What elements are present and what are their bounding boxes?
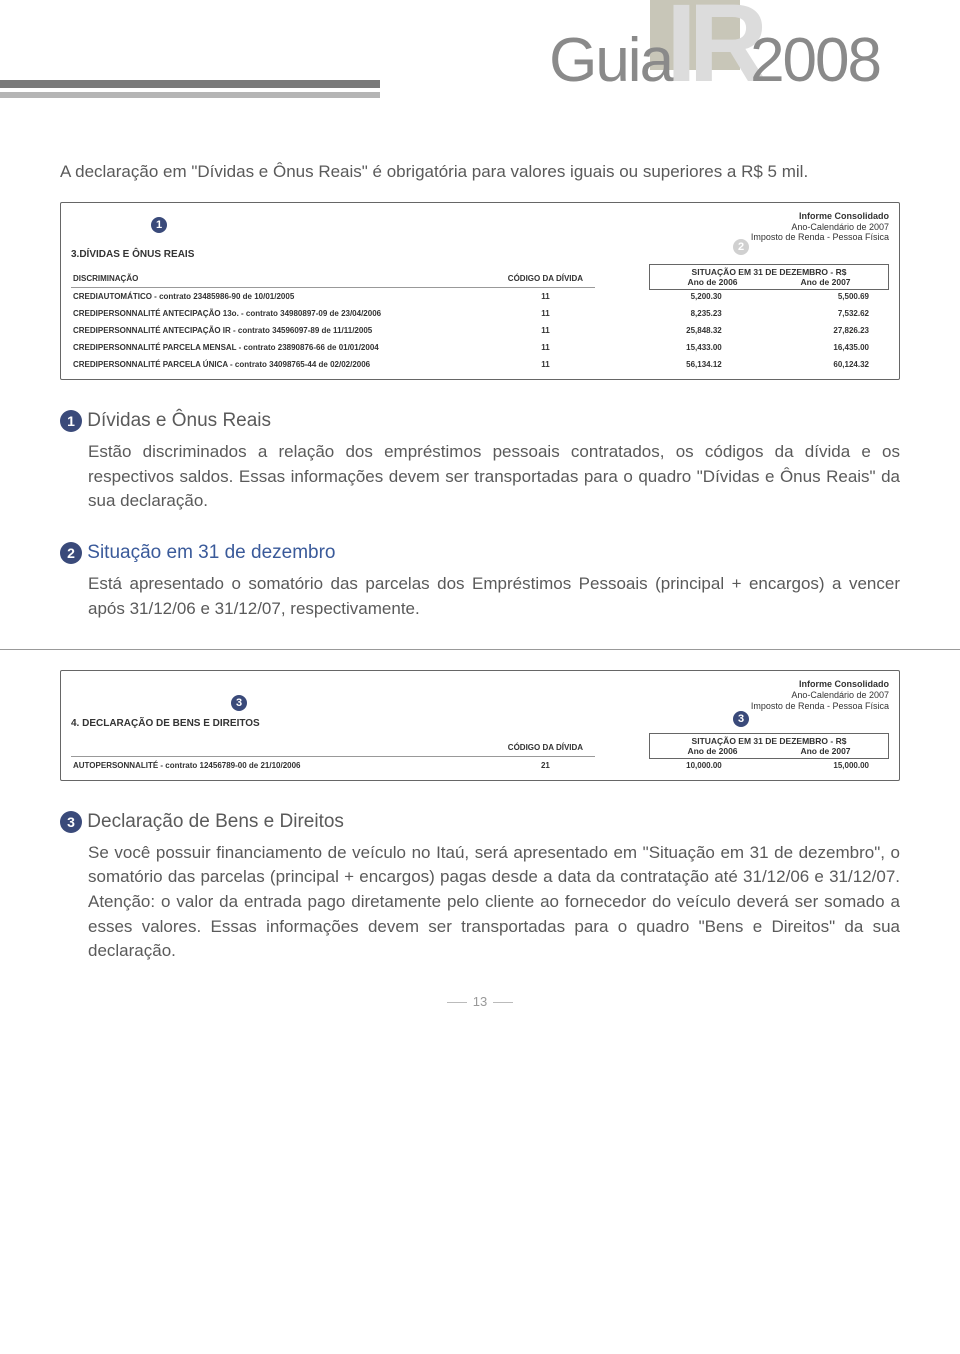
sit-title: SITUAÇÃO EM 31 DE DEZEMBRO - R$	[656, 267, 882, 277]
header-bars	[0, 80, 380, 98]
item1-title: Dívidas e Ônus Reais	[87, 410, 271, 431]
cell-cod: 21	[496, 756, 594, 774]
cell-v2: 7,532.62	[742, 305, 889, 322]
cell-v2: 16,435.00	[742, 339, 889, 356]
th-discriminacao: DISCRIMINAÇÃO	[71, 270, 496, 288]
page-header: Guia IR 2008	[0, 0, 960, 140]
report2-section-title: 4. DECLARAÇÃO DE BENS E DIREITOS	[71, 718, 889, 729]
report-section-title: 3.DÍVIDAS E ÔNUS REAIS	[71, 249, 889, 260]
sit2-ano-2006: Ano de 2006	[687, 746, 737, 756]
title-guia: Guia	[549, 25, 672, 96]
section-item-2: 2 Situação em 31 de dezembro Está aprese…	[60, 542, 900, 621]
cell-v2: 5,500.69	[742, 288, 889, 306]
page-number: 13	[60, 994, 900, 1029]
cell-cod: 11	[496, 322, 594, 339]
intro-text: A declaração em "Dívidas e Ônus Reais" é…	[60, 160, 900, 184]
cell-disc: AUTOPERSONNALITÉ - contrato 12456789-00 …	[71, 756, 496, 774]
sit-ano-2006: Ano de 2006	[687, 277, 737, 287]
cell-cod: 11	[496, 288, 594, 306]
cell-v2: 15,000.00	[742, 756, 889, 774]
cell-v2: 27,826.23	[742, 322, 889, 339]
item3-title: Declaração de Bens e Direitos	[87, 811, 344, 832]
sit-ano-2007: Ano de 2007	[800, 277, 850, 287]
divider	[0, 649, 960, 650]
sit2-ano-2007: Ano de 2007	[800, 746, 850, 756]
cell-disc: CREDIPERSONNALITÉ PARCELA MENSAL - contr…	[71, 339, 496, 356]
section-item-1: 1 Dívidas e Ônus Reais Estão discriminad…	[60, 410, 900, 514]
cell-v1: 8,235.23	[595, 305, 742, 322]
title-ir: IR	[666, 0, 760, 88]
badge-3: 3	[60, 811, 82, 833]
table-row: CREDIPERSONNALITÉ PARCELA MENSAL - contr…	[71, 339, 889, 356]
rh2-imposto: Imposto de Renda - Pessoa Física	[71, 701, 889, 712]
th-codigo: CÓDIGO DA DÍVIDA	[496, 270, 594, 288]
badge-1: 1	[60, 410, 82, 432]
rh-calendario: Ano-Calendário de 2007	[71, 222, 889, 233]
table-row: CREDIAUTOMÁTICO - contrato 23485986-90 d…	[71, 288, 889, 306]
report-header: Informe Consolidado Ano-Calendário de 20…	[71, 211, 889, 243]
title-block: Guia IR 2008	[549, 0, 880, 96]
cell-disc: CREDIAUTOMÁTICO - contrato 23485986-90 d…	[71, 288, 496, 306]
cell-v1: 15,433.00	[595, 339, 742, 356]
item2-title: Situação em 31 de dezembro	[87, 542, 335, 563]
table-row: CREDIPERSONNALITÉ ANTECIPAÇÃO 13o. - con…	[71, 305, 889, 322]
report2-header: Informe Consolidado Ano-Calendário de 20…	[71, 679, 889, 711]
item3-body: Se você possuir financiamento de veículo…	[60, 841, 900, 964]
th2-codigo: CÓDIGO DA DÍVIDA	[496, 739, 594, 757]
callout-badge-2: 2	[733, 239, 749, 255]
table-row: AUTOPERSONNALITÉ - contrato 12456789-00 …	[71, 756, 889, 774]
cell-disc: CREDIPERSONNALITÉ ANTECIPAÇÃO IR - contr…	[71, 322, 496, 339]
situacao-box: SITUAÇÃO EM 31 DE DEZEMBRO - R$ Ano de 2…	[649, 264, 889, 290]
rh2-calendario: Ano-Calendário de 2007	[71, 690, 889, 701]
sit2-title: SITUAÇÃO EM 31 DE DEZEMBRO - R$	[656, 736, 882, 746]
badge-2: 2	[60, 542, 82, 564]
cell-v1: 56,134.12	[595, 356, 742, 373]
cell-disc: CREDIPERSONNALITÉ PARCELA ÚNICA - contra…	[71, 356, 496, 373]
callout-badge-1: 1	[151, 217, 167, 233]
cell-v1: 10,000.00	[595, 756, 742, 774]
situacao-box-2: SITUAÇÃO EM 31 DE DEZEMBRO - R$ Ano de 2…	[649, 733, 889, 759]
cell-v2: 60,124.32	[742, 356, 889, 373]
cell-cod: 11	[496, 356, 594, 373]
cell-v1: 5,200.30	[595, 288, 742, 306]
section-item-3: 3 Declaração de Bens e Direitos Se você …	[60, 811, 900, 964]
cell-v1: 25,848.32	[595, 322, 742, 339]
item1-body: Estão discriminados a relação dos emprés…	[60, 440, 900, 514]
rh2-consolidado: Informe Consolidado	[71, 679, 889, 690]
title-year: 2008	[750, 25, 880, 96]
report-box-bens: 3 3 Informe Consolidado Ano-Calendário d…	[60, 670, 900, 780]
item2-body: Está apresentado o somatório das parcela…	[60, 572, 900, 621]
rh-consolidado: Informe Consolidado	[71, 211, 889, 222]
cell-cod: 11	[496, 305, 594, 322]
cell-disc: CREDIPERSONNALITÉ ANTECIPAÇÃO 13o. - con…	[71, 305, 496, 322]
table-row: CREDIPERSONNALITÉ PARCELA ÚNICA - contra…	[71, 356, 889, 373]
rh-imposto: Imposto de Renda - Pessoa Física	[71, 232, 889, 243]
cell-cod: 11	[496, 339, 594, 356]
report-box-dividas: 1 2 Informe Consolidado Ano-Calendário d…	[60, 202, 900, 380]
table-row: CREDIPERSONNALITÉ ANTECIPAÇÃO IR - contr…	[71, 322, 889, 339]
